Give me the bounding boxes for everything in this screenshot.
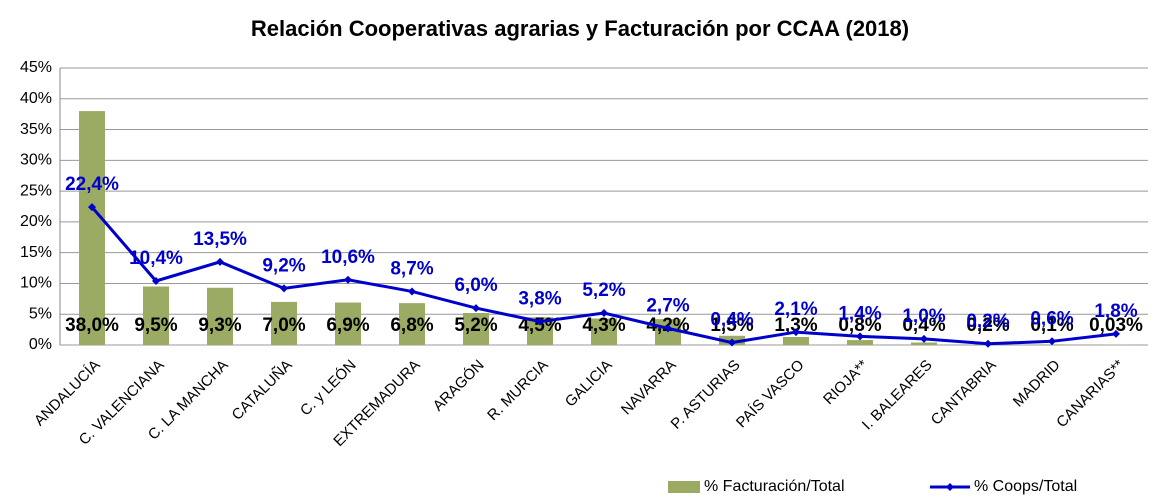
- legend-swatch: [668, 481, 700, 493]
- x-tick-label: GALICIA: [562, 357, 616, 411]
- line-marker: [792, 328, 800, 337]
- line-marker: [856, 332, 864, 341]
- line-value-label: 9,2%: [262, 255, 305, 276]
- bar-value-label: 1,5%: [710, 315, 753, 336]
- line-value-label: 2,7%: [646, 295, 689, 316]
- line-value-label: 13,5%: [193, 229, 247, 250]
- bar: [783, 336, 809, 345]
- x-tick-label: CANTABRIA: [928, 357, 1000, 429]
- bar: [463, 312, 489, 345]
- line-value-label: 3,8%: [518, 289, 561, 310]
- line-value-label: 2,1%: [774, 299, 817, 320]
- line-marker: [664, 324, 672, 333]
- y-tick-label: 40%: [20, 90, 52, 107]
- line-marker: [472, 304, 480, 313]
- bar-value-label: 4,3%: [582, 315, 625, 336]
- line-marker: [408, 287, 416, 296]
- y-tick-label: 10%: [20, 275, 52, 292]
- bar-value-label: 0,8%: [838, 315, 881, 336]
- line-marker: [344, 275, 352, 284]
- x-tick-label: CANARIAS**: [1053, 356, 1128, 431]
- bar-value-label: 0,4%: [902, 315, 945, 336]
- x-tick-label: RIOJA**: [820, 357, 872, 409]
- bar-value-label: 38,0%: [65, 315, 119, 336]
- line-marker: [600, 308, 608, 317]
- bar-value-label: 9,5%: [134, 315, 177, 336]
- x-tick-label: ARAGÓN: [430, 357, 488, 415]
- legend-label: % Facturación/Total: [704, 478, 845, 495]
- y-tick-label: 20%: [20, 213, 52, 230]
- legend-label: % Coops/Total: [974, 478, 1077, 495]
- bar: [271, 301, 297, 345]
- line-marker: [1048, 337, 1056, 346]
- bar: [335, 302, 361, 345]
- line-value-label: 5,2%: [582, 280, 625, 301]
- chart-title: Relación Cooperativas agrarias y Factura…: [251, 16, 909, 41]
- bar: [591, 318, 617, 345]
- bar: [911, 342, 937, 345]
- bar-value-label: 0,03%: [1089, 315, 1143, 336]
- bar-value-label: 6,9%: [326, 315, 369, 336]
- bar: [79, 111, 105, 345]
- line-value-label: 6,0%: [454, 275, 497, 296]
- line-marker: [152, 276, 160, 285]
- bar: [847, 340, 873, 345]
- bar-value-label: 0,1%: [1030, 315, 1073, 336]
- bar: [399, 303, 425, 345]
- line-value-label: 10,6%: [321, 247, 375, 268]
- line-marker: [728, 338, 736, 347]
- line-value-label: 1,0%: [902, 306, 945, 327]
- line-value-label: 10,4%: [129, 248, 183, 269]
- x-tick-label: CATALUÑA: [229, 357, 296, 424]
- line-marker: [280, 284, 288, 293]
- bar-value-label: 9,3%: [198, 315, 241, 336]
- x-tick-label: PAÍS VASCO: [733, 357, 808, 432]
- line-marker: [984, 339, 992, 348]
- line-marker: [920, 334, 928, 343]
- line-value-label: 8,7%: [390, 258, 433, 279]
- bar-value-label: 1,3%: [774, 315, 817, 336]
- y-tick-label: 30%: [20, 152, 52, 169]
- line-value-label: 1,4%: [838, 303, 881, 324]
- x-tick-label: C. y LEÓN: [297, 357, 360, 420]
- y-tick-label: 25%: [20, 182, 52, 199]
- y-tick-label: 0%: [29, 336, 52, 353]
- line-value-label: 1,8%: [1094, 301, 1137, 322]
- y-tick-label: 35%: [20, 121, 52, 138]
- y-tick-label: 15%: [20, 244, 52, 261]
- x-tick-label: R. MURCIA: [484, 357, 551, 424]
- line-value-label: 0,6%: [1030, 308, 1073, 329]
- x-tick-label: NAVARRA: [618, 357, 680, 419]
- bar-value-label: 5,2%: [454, 315, 497, 336]
- line-marker: [536, 317, 544, 326]
- line-value-label: 0,4%: [710, 310, 753, 331]
- y-tick-label: 5%: [29, 305, 52, 322]
- line-marker: [216, 257, 224, 266]
- line-value-label: 0,2%: [966, 311, 1009, 332]
- bar: [207, 287, 233, 345]
- line-marker: [1112, 329, 1120, 338]
- bar-value-label: 0,2%: [966, 315, 1009, 336]
- y-tick-label: 45%: [20, 59, 52, 76]
- bar: [143, 286, 169, 345]
- legend-marker: [946, 483, 954, 491]
- line-marker: [88, 203, 96, 212]
- bar-value-label: 6,8%: [390, 315, 433, 336]
- bar-value-label: 7,0%: [262, 315, 305, 336]
- line-value-label: 22,4%: [65, 174, 119, 195]
- x-tick-label: MADRID: [1010, 357, 1064, 411]
